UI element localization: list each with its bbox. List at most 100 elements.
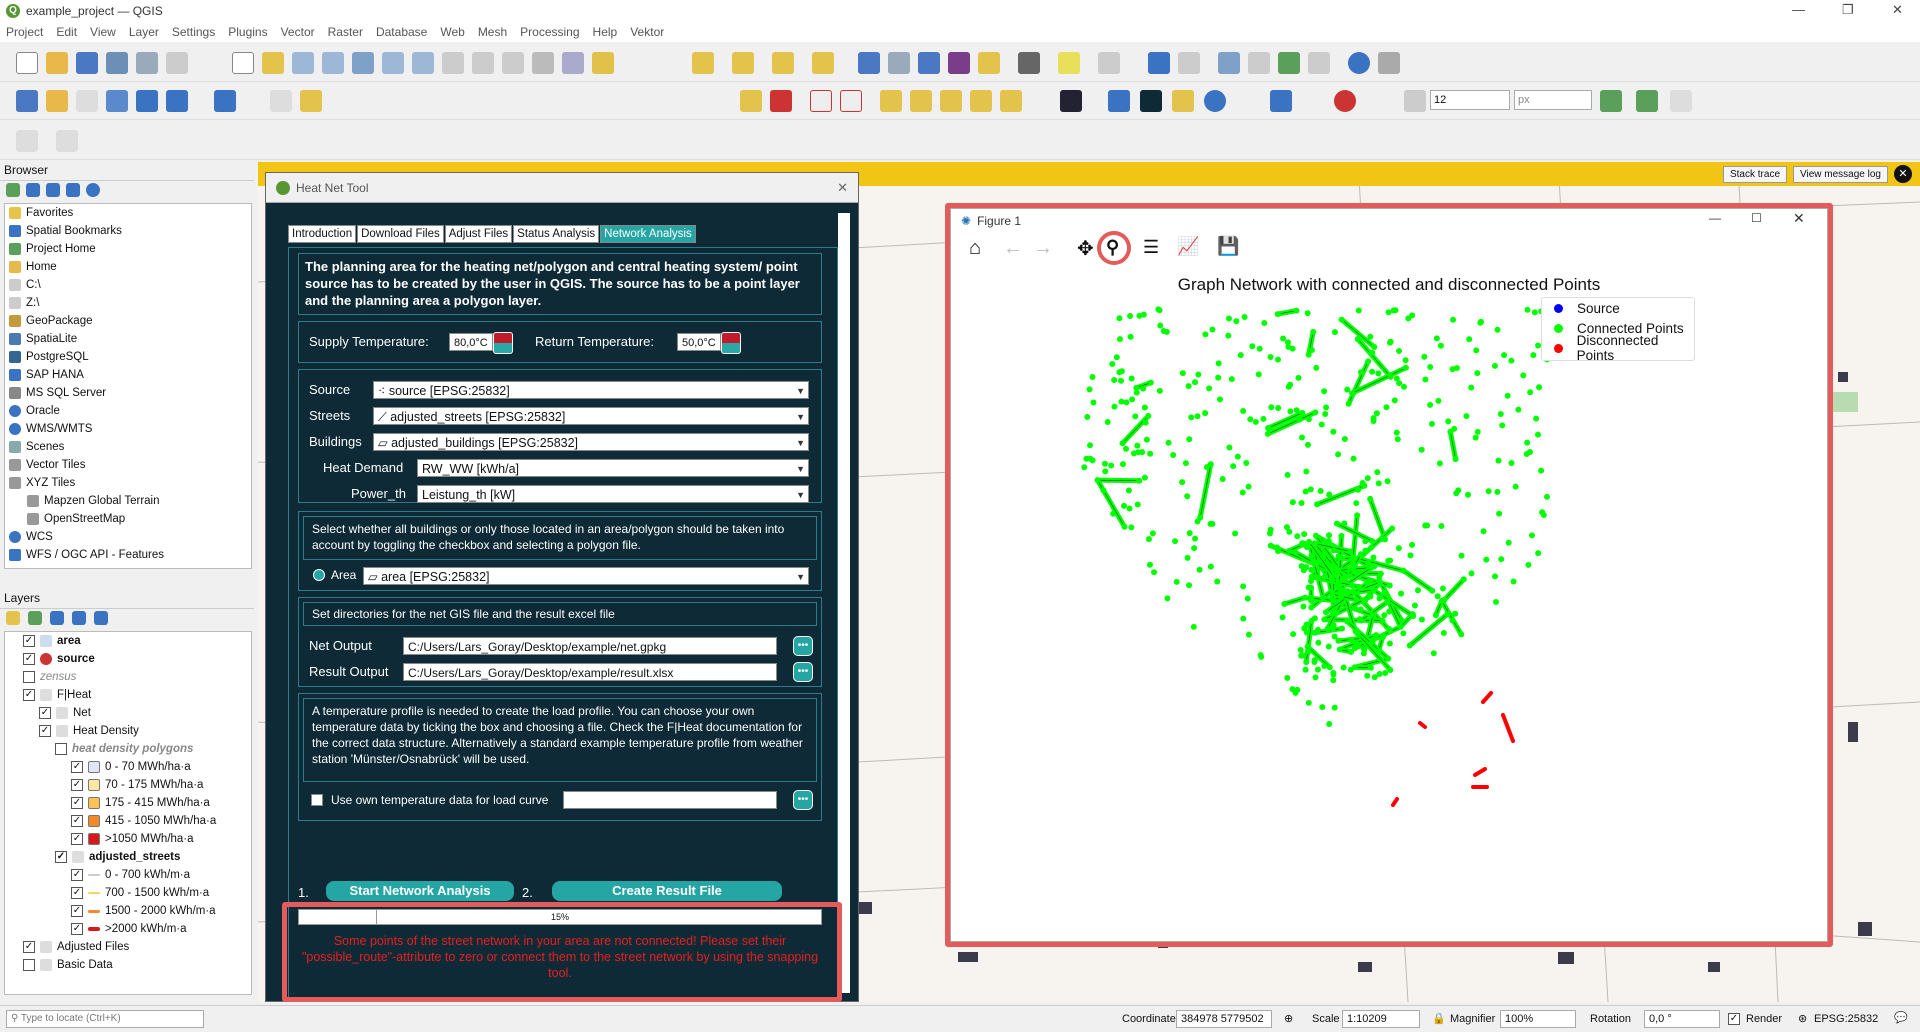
checkbox-icon[interactable]: ✓ (71, 887, 83, 899)
plugin-icon[interactable] (1278, 52, 1300, 74)
style-icon[interactable] (6, 611, 20, 625)
dialog-scrollbar[interactable] (838, 213, 850, 993)
zoom-icon[interactable]: ⚲ (1106, 237, 1120, 257)
own-temp-checkbox[interactable] (311, 794, 323, 806)
filter-icon[interactable] (72, 611, 86, 625)
digitize-icon[interactable] (270, 90, 292, 112)
checkbox-icon[interactable]: ✓ (71, 833, 83, 845)
add-mesh-icon[interactable] (136, 90, 158, 112)
label-abc-icon[interactable] (810, 90, 832, 112)
layer-area[interactable]: ✓ area (23, 635, 81, 647)
layer-adjusted-files[interactable]: ✓ Adjusted Files (23, 941, 130, 953)
processing-toolbox-icon[interactable] (918, 52, 940, 74)
zoom-in-icon[interactable] (292, 52, 314, 74)
locator-search[interactable]: ⚲ Type to locate (Ctrl+K) (6, 1010, 204, 1028)
tab-status-analysis[interactable]: Status Analysis (513, 225, 600, 243)
maximize-icon[interactable]: ❐ (1842, 2, 1854, 17)
menu-web[interactable]: Web (440, 25, 465, 39)
browser-item-favorites[interactable]: Favorites (9, 204, 251, 222)
checkbox-icon[interactable]: ✓ (39, 725, 51, 737)
menu-view[interactable]: View (90, 25, 116, 39)
checkbox-icon[interactable]: ✓ (55, 851, 67, 863)
browser-item-mapzen[interactable]: Mapzen Global Terrain (9, 492, 251, 510)
coordinate-toggle-icon[interactable]: ⊕ (1284, 1013, 1294, 1025)
help-icon[interactable] (1348, 52, 1370, 74)
save-figure-icon[interactable]: 💾 (1217, 236, 1240, 256)
checkbox-icon[interactable]: ✓ (23, 689, 35, 701)
browser-item-osm[interactable]: OpenStreetMap (9, 510, 251, 528)
cancel-icon[interactable] (1670, 90, 1692, 112)
add-wms-icon[interactable] (166, 90, 188, 112)
tab-download-files[interactable]: Download Files (357, 225, 444, 243)
zoom-layer-icon[interactable] (412, 52, 434, 74)
maximize-icon[interactable]: ☐ (1751, 211, 1762, 225)
pan-icon[interactable] (232, 52, 254, 74)
return-color-icon[interactable] (721, 332, 741, 354)
checkbox-icon[interactable]: ✓ (23, 653, 35, 665)
checkbox-icon[interactable]: ✓ (71, 779, 83, 791)
tab-adjust-files[interactable]: Adjust Files (444, 225, 513, 243)
label-icon[interactable] (740, 90, 762, 112)
browser-item-xyz[interactable]: XYZ Tiles (9, 474, 251, 492)
streets-select[interactable]: ⟋ adjusted_streets [EPSG:25832] ▼ (373, 407, 809, 425)
layer-basic-data[interactable]: Basic Data (23, 956, 251, 974)
select-features-icon[interactable] (692, 52, 714, 74)
measure-icon[interactable] (1018, 52, 1040, 74)
menu-edit[interactable]: Edit (56, 25, 78, 39)
menu-vektor[interactable]: Vektor (630, 25, 665, 39)
select-location-icon[interactable] (812, 52, 834, 74)
close-dialog-icon[interactable]: ✕ (837, 179, 848, 195)
home-icon[interactable]: ⌂ (969, 237, 982, 259)
grid-icon[interactable] (1218, 52, 1240, 74)
browser-item-postgresql[interactable]: PostgreSQL (9, 348, 251, 366)
browser-item-wms[interactable]: WMS/WMTS (9, 420, 251, 438)
checkbox-icon[interactable]: ✓ (71, 923, 83, 935)
advanced-digitize-icon[interactable] (16, 130, 38, 152)
render-checkbox[interactable]: ✓ (1728, 1013, 1740, 1025)
crosshair-icon[interactable] (1178, 52, 1200, 74)
magnifier-input[interactable]: 100% (1500, 1010, 1576, 1028)
buildings-select[interactable]: ▱ adjusted_buildings [EPSG:25832] ▼ (373, 433, 809, 451)
browser-item-bookmarks[interactable]: Spatial Bookmarks (9, 222, 251, 240)
scale-input[interactable]: 1:10209 (1342, 1010, 1420, 1028)
forward-icon[interactable]: → (1033, 237, 1053, 259)
temp-browse-button[interactable]: ••• (793, 790, 813, 810)
label-rotate-icon[interactable] (940, 90, 962, 112)
checkbox-icon[interactable]: ✓ (23, 941, 35, 953)
zoom-native-icon[interactable] (442, 52, 464, 74)
menu-help[interactable]: Help (592, 25, 618, 39)
add-group-icon[interactable] (28, 611, 42, 625)
data-source-manager-icon[interactable] (16, 90, 38, 112)
browser-item-c[interactable]: C:\ (9, 276, 251, 294)
layer-heat-density-polygons[interactable]: heat density polygons (23, 740, 251, 758)
create-result-file-button[interactable]: Create Result File (552, 881, 782, 901)
add-layer-icon[interactable] (6, 183, 20, 197)
refresh-icon[interactable] (1204, 90, 1226, 112)
checkbox-icon[interactable]: ✓ (71, 905, 83, 917)
label-move-icon[interactable] (910, 90, 932, 112)
locator-icon[interactable] (1098, 52, 1120, 74)
zoom-last-icon[interactable] (472, 52, 494, 74)
refresh-icon[interactable] (26, 183, 40, 197)
plugin-globe-icon[interactable] (1060, 90, 1082, 112)
help-book-icon[interactable] (1270, 90, 1292, 112)
net-browse-button[interactable]: ••• (793, 636, 813, 656)
show-bookmarks-icon[interactable] (592, 52, 614, 74)
info-icon[interactable] (86, 183, 100, 197)
supply-temp-input[interactable]: 80,0°C (449, 333, 493, 351)
pan-icon[interactable]: ✥ (1077, 238, 1094, 260)
add-wfs-icon[interactable] (214, 90, 236, 112)
identify-icon[interactable] (858, 52, 880, 74)
close-message-icon[interactable]: ✕ (1894, 165, 1912, 183)
save-as-icon[interactable] (106, 52, 128, 74)
heat-demand-select[interactable]: RW_WW [kWh/a] ▼ (417, 459, 809, 477)
unit-select[interactable]: px (1514, 90, 1592, 110)
own-temp-input[interactable] (563, 791, 777, 809)
label-change-icon[interactable] (970, 90, 992, 112)
browser-item-wfs[interactable]: WFS / OGC API - Features (9, 546, 251, 564)
crs-icon[interactable]: ⊛ (1798, 1013, 1808, 1025)
toggle-editing-icon[interactable] (300, 90, 322, 112)
eye-icon[interactable] (50, 611, 64, 625)
source-select[interactable]: ⁖ source [EPSG:25832] ▼ (373, 381, 809, 399)
open-field-calculator-icon[interactable] (978, 52, 1000, 74)
